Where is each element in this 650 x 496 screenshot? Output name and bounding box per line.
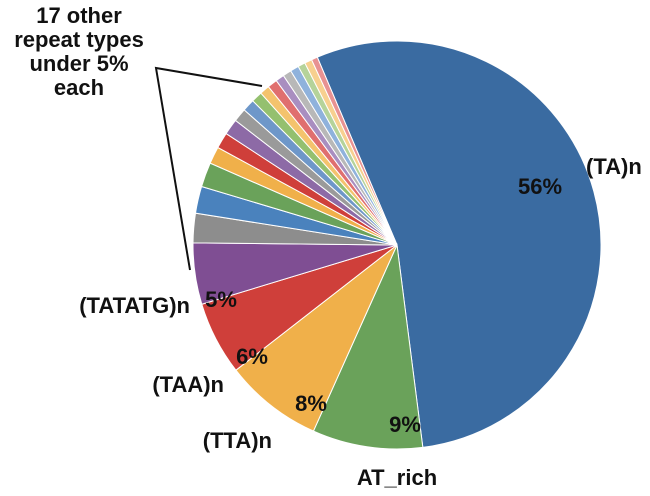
- slice-percent-label: 5%: [205, 287, 237, 312]
- callout-bracket-line: [154, 66, 263, 271]
- slice-category-label: AT_rich: [357, 465, 437, 490]
- slice-percent-label: 9%: [389, 412, 421, 437]
- pie-slice-tan: [316, 40, 602, 448]
- pie-slice-other-21: [310, 56, 398, 246]
- pie-slice-ttan: [235, 244, 398, 432]
- grouped-annotation: 17 other repeat types under 5% each: [14, 3, 144, 100]
- labels-group: 56% (TA)n 9% AT_rich 8% (TTA)n 6% (TAA)n 5% (TATA…: [79, 154, 642, 490]
- slice-percent-label: 6%: [236, 344, 268, 369]
- slices-group: [192, 40, 602, 450]
- callout-lines: [154, 66, 263, 271]
- slice-category-label: (TTA)n: [203, 428, 272, 453]
- pie-slice-atrich: [312, 243, 424, 450]
- slice-category-label: (TAA)n: [152, 372, 224, 397]
- slice-percent-label: 8%: [295, 391, 327, 416]
- slice-percent-label: 56%: [518, 174, 562, 199]
- slice-category-label: (TATATG)n: [79, 293, 190, 318]
- slice-category-label: (TA)n: [586, 154, 642, 179]
